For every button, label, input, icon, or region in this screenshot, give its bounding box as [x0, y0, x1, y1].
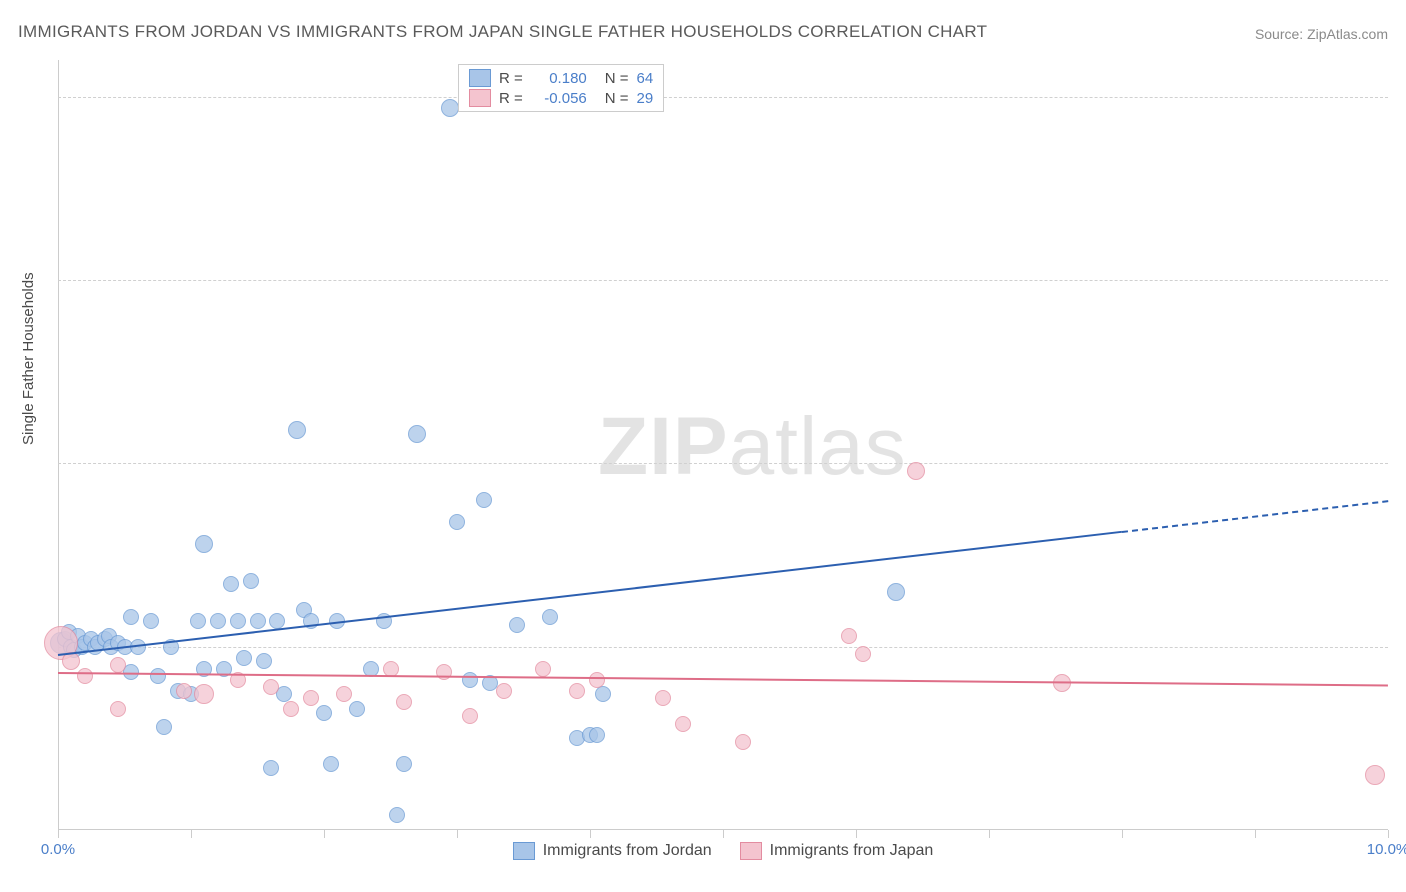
- legend-swatch: [469, 69, 491, 87]
- data-point: [589, 727, 605, 743]
- data-point: [907, 462, 925, 480]
- data-point: [1365, 765, 1385, 785]
- data-point: [675, 716, 691, 732]
- legend-item: Immigrants from Jordan: [513, 842, 712, 860]
- trend-line: [58, 672, 1388, 686]
- data-point: [263, 760, 279, 776]
- data-point: [263, 679, 279, 695]
- legend-n-label: N =: [605, 90, 629, 107]
- chart-title: IMMIGRANTS FROM JORDAN VS IMMIGRANTS FRO…: [18, 22, 987, 42]
- x-tick: [324, 830, 325, 838]
- data-point: [288, 421, 306, 439]
- trend-line: [58, 531, 1122, 656]
- x-tick: [856, 830, 857, 838]
- gridline: [58, 647, 1388, 648]
- data-point: [655, 690, 671, 706]
- data-point: [396, 756, 412, 772]
- data-point: [449, 514, 465, 530]
- data-point: [349, 701, 365, 717]
- data-point: [150, 668, 166, 684]
- data-point: [110, 657, 126, 673]
- legend-n-value: 29: [637, 90, 654, 107]
- data-point: [176, 683, 192, 699]
- data-point: [269, 613, 285, 629]
- data-point: [77, 668, 93, 684]
- x-tick: [1122, 830, 1123, 838]
- legend-r-label: R =: [499, 90, 523, 107]
- legend-series: Immigrants from Jordan Immigrants from Ja…: [58, 842, 1388, 860]
- legend-n-label: N =: [605, 70, 629, 87]
- legend-stats: R = 0.180 N = 64 R = -0.056 N = 29: [458, 64, 664, 112]
- data-point: [250, 613, 266, 629]
- data-point: [735, 734, 751, 750]
- data-point: [316, 705, 332, 721]
- data-point: [110, 701, 126, 717]
- data-point: [323, 756, 339, 772]
- data-point: [243, 573, 259, 589]
- x-tick: [590, 830, 591, 838]
- y-axis-line: [58, 60, 59, 830]
- data-point: [476, 492, 492, 508]
- data-point: [396, 694, 412, 710]
- data-point: [190, 613, 206, 629]
- y-axis-label: Single Father Households: [20, 272, 37, 445]
- gridline: [58, 463, 1388, 464]
- legend-n-value: 64: [637, 70, 654, 87]
- data-point: [223, 576, 239, 592]
- data-point: [462, 672, 478, 688]
- legend-r-label: R =: [499, 70, 523, 87]
- data-point: [389, 807, 405, 823]
- x-tick: [1255, 830, 1256, 838]
- data-point: [887, 583, 905, 601]
- data-point: [496, 683, 512, 699]
- x-tick: [58, 830, 59, 838]
- data-point: [210, 613, 226, 629]
- source-label: Source: ZipAtlas.com: [1255, 26, 1388, 42]
- legend-label: Immigrants from Japan: [770, 842, 934, 860]
- legend-swatch: [469, 89, 491, 107]
- trend-line: [1122, 500, 1388, 533]
- data-point: [236, 650, 252, 666]
- data-point: [509, 617, 525, 633]
- data-point: [156, 719, 172, 735]
- data-point: [123, 609, 139, 625]
- chart-container: IMMIGRANTS FROM JORDAN VS IMMIGRANTS FRO…: [0, 0, 1406, 892]
- legend-swatch: [513, 842, 535, 860]
- data-point: [855, 646, 871, 662]
- legend-row: R = 0.180 N = 64: [469, 69, 653, 87]
- data-point: [436, 664, 452, 680]
- data-point: [336, 686, 352, 702]
- legend-r-value: 0.180: [531, 70, 587, 87]
- data-point: [408, 425, 426, 443]
- data-point: [194, 684, 214, 704]
- data-point: [230, 613, 246, 629]
- legend-r-value: -0.056: [531, 90, 587, 107]
- plot-area: ZIPatlas 2.5%5.0%7.5%10.0%0.0%10.0%R =0.…: [58, 60, 1388, 830]
- legend-item: Immigrants from Japan: [740, 842, 934, 860]
- data-point: [441, 99, 459, 117]
- data-point: [195, 535, 213, 553]
- x-tick: [723, 830, 724, 838]
- data-point: [841, 628, 857, 644]
- x-tick: [1388, 830, 1389, 838]
- data-point: [542, 609, 558, 625]
- x-tick: [191, 830, 192, 838]
- data-point: [143, 613, 159, 629]
- x-tick: [989, 830, 990, 838]
- watermark: ZIPatlas: [598, 400, 907, 494]
- legend-row: R = -0.056 N = 29: [469, 89, 653, 107]
- gridline: [58, 280, 1388, 281]
- data-point: [589, 672, 605, 688]
- legend-swatch: [740, 842, 762, 860]
- data-point: [462, 708, 478, 724]
- data-point: [595, 686, 611, 702]
- data-point: [256, 653, 272, 669]
- x-tick: [457, 830, 458, 838]
- data-point: [569, 683, 585, 699]
- data-point: [303, 690, 319, 706]
- legend-label: Immigrants from Jordan: [543, 842, 712, 860]
- data-point: [283, 701, 299, 717]
- gridline: [58, 97, 1388, 98]
- data-point: [535, 661, 551, 677]
